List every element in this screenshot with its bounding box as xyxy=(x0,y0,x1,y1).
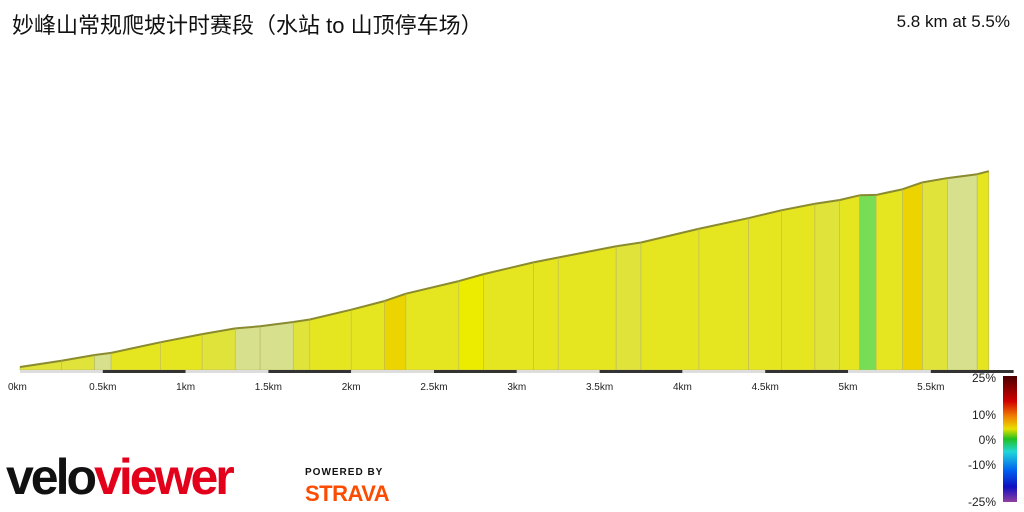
profile-top-line xyxy=(235,325,261,330)
profile-top-line xyxy=(201,327,236,336)
profile-top-line xyxy=(947,173,978,180)
veloviewer-logo: veloviewer xyxy=(6,449,235,505)
profile-segment-8 xyxy=(292,319,311,371)
profile-segment-4 xyxy=(160,333,203,371)
gradient-legend-bar xyxy=(1003,376,1017,502)
profile-segment-24 xyxy=(859,194,877,371)
profile-top-line xyxy=(259,321,294,328)
legend-label: -25% xyxy=(968,495,996,509)
profile-top-line xyxy=(839,194,860,201)
profile-segment-27 xyxy=(922,177,948,371)
profile-top-line xyxy=(19,359,62,368)
x-tick-label: 3km xyxy=(507,382,526,393)
x-tick-label: 3.5km xyxy=(586,382,613,393)
profile-top-line xyxy=(814,199,840,205)
profile-top-line xyxy=(781,202,816,212)
axis-band xyxy=(185,370,269,373)
profile-top-line xyxy=(748,209,782,220)
profile-top-line xyxy=(293,318,310,323)
axis-band xyxy=(516,370,600,373)
axis-band xyxy=(848,370,931,373)
strava-logo: STRAVA xyxy=(305,481,390,506)
profile-top-line xyxy=(61,354,95,362)
x-tick-label: 1.5km xyxy=(255,382,282,393)
profile-segment-5 xyxy=(201,328,236,371)
profile-segment-16 xyxy=(557,245,617,371)
profile-top-line xyxy=(616,241,642,248)
profile-segment-26 xyxy=(902,181,923,371)
axis-band xyxy=(930,370,1014,373)
profile-top-line xyxy=(533,256,559,264)
axis-band xyxy=(20,370,103,373)
axis-band xyxy=(682,370,766,373)
profile-top-line xyxy=(309,308,352,321)
x-tick-label: 1km xyxy=(176,382,195,393)
powered-by-label: POWERED BY xyxy=(305,467,384,478)
x-tick-label: 5.5km xyxy=(917,382,944,393)
profile-segment-13 xyxy=(458,273,484,371)
axis-band xyxy=(765,370,848,373)
profile-top-line xyxy=(976,170,990,176)
profile-segment-15 xyxy=(533,257,559,371)
profile-segment-23 xyxy=(839,194,860,371)
profile-top-line xyxy=(350,300,385,311)
x-tick-label: 2km xyxy=(342,382,361,393)
profile-segment-7 xyxy=(259,321,294,371)
axis-band xyxy=(599,370,683,373)
x-tick-label: 0.5km xyxy=(89,382,116,393)
profile-top-line xyxy=(110,341,161,354)
legend-label: 25% xyxy=(972,371,996,385)
profile-top-line xyxy=(383,292,407,303)
profile-top-line xyxy=(160,333,203,344)
profile-segment-6 xyxy=(234,325,261,371)
axis-band xyxy=(268,370,352,373)
x-tick-label: 4.5km xyxy=(752,382,779,393)
legend-label: -10% xyxy=(968,458,996,472)
profile-segment-18 xyxy=(640,228,700,371)
x-tick-label: 4km xyxy=(673,382,692,393)
profile-segment-3 xyxy=(110,341,162,371)
profile-segment-22 xyxy=(814,199,841,371)
axis-band xyxy=(434,370,517,373)
profile-top-line xyxy=(698,217,749,230)
profile-top-line xyxy=(875,188,903,196)
legend-label: 10% xyxy=(972,408,996,422)
profile-top-line xyxy=(640,227,700,244)
profile-segment-29 xyxy=(976,170,990,371)
x-tick-label: 2.5km xyxy=(420,382,447,393)
legend-label: 0% xyxy=(979,433,997,447)
profile-segment-17 xyxy=(615,242,642,371)
profile-top-line xyxy=(902,181,923,191)
profile-segment-28 xyxy=(947,173,978,371)
profile-segment-20 xyxy=(748,209,783,371)
profile-top-line xyxy=(458,273,484,283)
profile-segment-12 xyxy=(405,280,460,371)
x-tick-label: 0km xyxy=(8,382,27,393)
profile-segment-25 xyxy=(875,188,903,371)
profile-segment-19 xyxy=(698,217,749,371)
profile-top-line xyxy=(483,261,534,276)
profile-segment-10 xyxy=(350,300,385,371)
profile-segment-21 xyxy=(781,203,816,371)
axis-band xyxy=(102,370,186,373)
profile-segment-14 xyxy=(483,261,534,371)
segment-title: 妙峰山常规爬坡计时赛段（水站 to 山顶停车场） xyxy=(12,13,483,38)
profile-top-line xyxy=(94,351,112,357)
x-tick-label: 5km xyxy=(839,382,858,393)
axis-band xyxy=(351,370,434,373)
profile-top-line xyxy=(558,245,617,259)
segment-summary: 5.8 km at 5.5% xyxy=(896,12,1010,31)
profile-top-line xyxy=(405,280,460,295)
profile-top-line xyxy=(922,177,948,184)
profile-segment-11 xyxy=(384,293,407,371)
